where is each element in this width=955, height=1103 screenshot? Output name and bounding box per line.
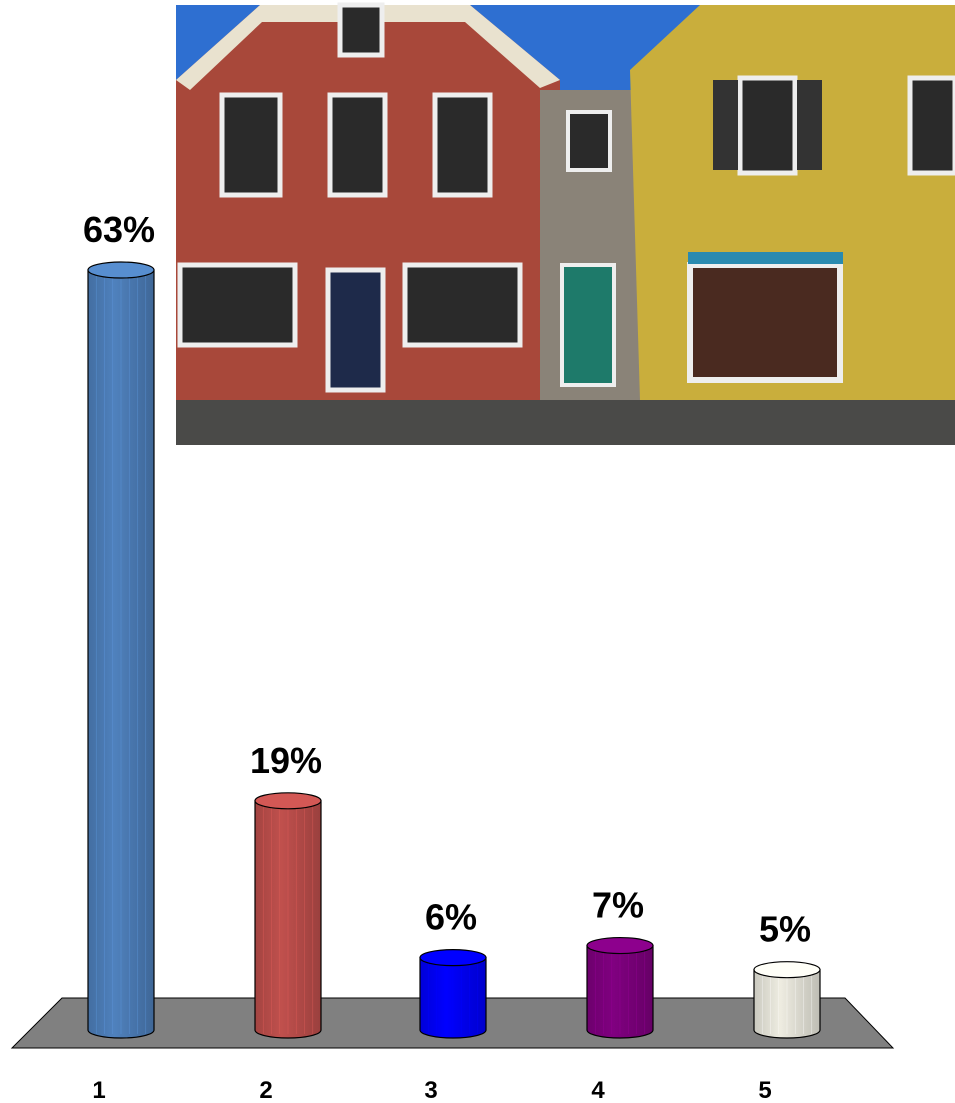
window bbox=[340, 5, 382, 55]
x-tick-label: 4 bbox=[591, 1077, 605, 1103]
window bbox=[568, 112, 610, 170]
window bbox=[435, 95, 490, 195]
bar-top bbox=[754, 962, 820, 978]
bar-top bbox=[587, 938, 653, 954]
shop-window bbox=[180, 265, 295, 345]
bar-top bbox=[420, 950, 486, 966]
bar-top bbox=[255, 793, 321, 809]
door bbox=[562, 265, 614, 385]
bar-top bbox=[88, 262, 154, 278]
value-label: 5% bbox=[759, 909, 811, 950]
shop-window bbox=[690, 265, 840, 380]
door bbox=[328, 270, 383, 390]
x-tick-label: 3 bbox=[424, 1077, 437, 1103]
window bbox=[222, 95, 280, 195]
value-label: 19% bbox=[250, 740, 322, 781]
window bbox=[910, 78, 955, 173]
photo bbox=[176, 5, 955, 445]
value-label: 6% bbox=[425, 897, 477, 938]
x-tick-label: 1 bbox=[92, 1077, 105, 1103]
shutter bbox=[797, 80, 822, 170]
chart: 63% 1 19% 2 6% 3 7% 4 5% 5 bbox=[0, 0, 955, 1103]
bar-group bbox=[754, 962, 820, 1038]
bar-group bbox=[255, 793, 321, 1038]
shop-window bbox=[405, 265, 520, 345]
shutter bbox=[713, 80, 738, 170]
page: {"chart_data": {"type": "bar", "categori… bbox=[0, 0, 955, 1103]
bar-group bbox=[587, 938, 653, 1038]
awning bbox=[688, 252, 843, 264]
value-label: 7% bbox=[592, 885, 644, 926]
x-tick-label: 2 bbox=[259, 1077, 272, 1103]
window bbox=[740, 78, 795, 173]
street bbox=[176, 400, 955, 445]
bar-group bbox=[420, 950, 486, 1038]
x-tick-label: 5 bbox=[758, 1077, 771, 1103]
bar-group bbox=[88, 262, 154, 1038]
value-label: 63% bbox=[83, 209, 155, 250]
window bbox=[330, 95, 385, 195]
